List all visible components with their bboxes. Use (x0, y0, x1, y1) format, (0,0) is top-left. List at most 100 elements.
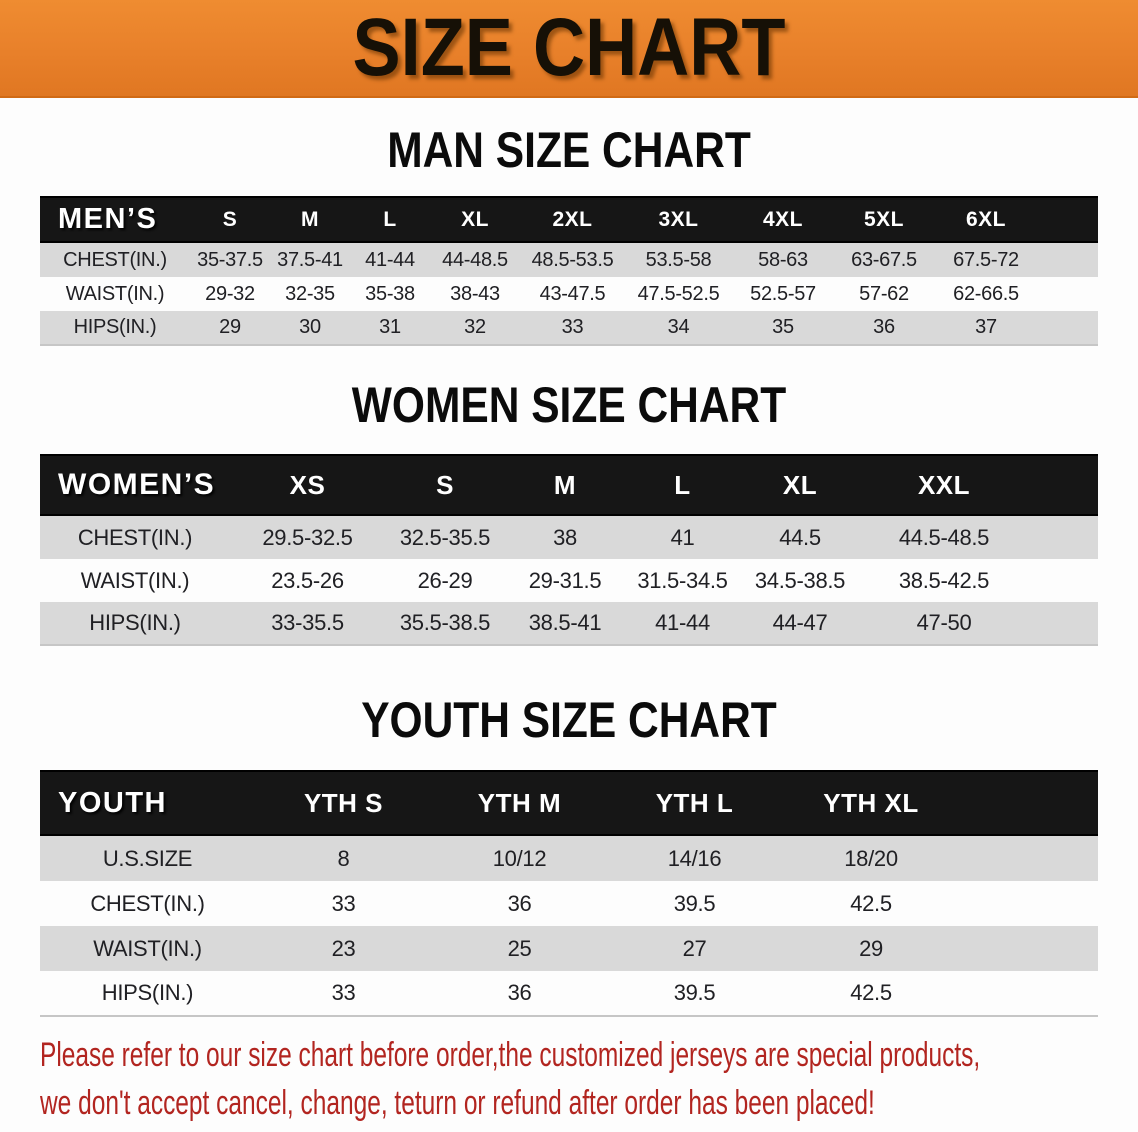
size-value: 36 (507, 980, 532, 1005)
spacer-cell (960, 926, 1098, 971)
youth-size-column-header: YTH L (655, 787, 734, 818)
size-value: 44.5-48.5 (898, 524, 990, 550)
size-value: 48.5-53.5 (531, 248, 614, 271)
women-table-row: CHEST(IN.) 29.5-32.5 32.5-35.5 38 41 44.5 44.5… (40, 516, 1098, 559)
youth-table-row: HIPS(IN.) 33 36 39.5 42.5 (40, 971, 1098, 1016)
spacer-cell (1038, 311, 1098, 345)
disclaimer-line-2: we don't accept cancel, change, teturn o… (40, 1084, 875, 1122)
size-value: 37.5-41 (277, 248, 343, 271)
youth-size-section: YOUTH SIZE CHART YOUTH YTH S YTH M YTH L YTH… (0, 694, 1138, 1017)
measurement-row-label: CHEST(IN.) (90, 890, 205, 916)
men-size-table: MEN’S S M L XL 2XL 3XL 4XL 5XL 6XL CHEST(IN.) 35-3… (40, 196, 1098, 346)
size-value: 38-43 (450, 282, 500, 305)
spacer-cell (1038, 277, 1098, 311)
youth-table-row: CHEST(IN.) 33 36 39.5 42.5 (40, 881, 1098, 926)
size-value: 27 (682, 935, 707, 961)
size-value: 38 (553, 524, 577, 550)
size-value: 52.5-57 (750, 282, 816, 305)
men-size-column-header: S (222, 207, 238, 231)
men-size-column-header: 5XL (863, 207, 904, 231)
size-value: 38.5-42.5 (898, 567, 990, 593)
spacer-cell (1038, 243, 1098, 277)
measurement-row-label: HIPS(IN.) (73, 316, 157, 338)
size-value: 47.5-52.5 (637, 282, 720, 305)
men-size-column-header: M (301, 207, 319, 231)
youth-table-row: WAIST(IN.) 23 25 27 29 (40, 926, 1098, 971)
size-value: 31.5-34.5 (637, 567, 728, 593)
disclaimer-line-1: Please refer to our size chart before or… (40, 1036, 981, 1074)
size-value: 57-62 (859, 282, 909, 305)
size-value: 34 (667, 316, 690, 338)
size-value: 42.5 (850, 980, 892, 1005)
men-size-column-header: 2XL (552, 207, 593, 231)
spacer-cell (1028, 602, 1098, 645)
size-value: 23 (331, 935, 356, 961)
size-value: 33 (561, 316, 584, 338)
youth-table-title: YOUTH (58, 786, 167, 819)
banner: SIZE CHART (0, 0, 1138, 98)
spacer-cell (1038, 196, 1098, 243)
size-value: 44-48.5 (442, 248, 508, 271)
size-value: 29-32 (205, 282, 255, 305)
size-value: 31 (379, 316, 401, 338)
spacer-cell (1028, 559, 1098, 602)
women-size-section: WOMEN SIZE CHART WOMEN’S XS S M L XL XXL CHEST… (0, 379, 1138, 646)
spacer-cell (960, 770, 1098, 836)
size-value: 10/12 (492, 845, 547, 871)
size-value: 29-31.5 (528, 567, 602, 593)
spacer-cell (1028, 516, 1098, 559)
men-table-row: HIPS(IN.) 29 30 31 32 33 34 35 36 37 (40, 311, 1098, 345)
size-value: 62-66.5 (953, 282, 1019, 305)
size-value: 26-29 (417, 567, 473, 593)
spacer-cell (960, 971, 1098, 1016)
size-value: 38.5-41 (528, 610, 602, 635)
men-size-column-header: L (383, 207, 397, 231)
youth-size-column-header: YTH XL (823, 787, 919, 818)
size-value: 67.5-72 (953, 248, 1019, 271)
women-size-column-header: S (436, 469, 454, 500)
women-size-column-header: XL (782, 469, 818, 500)
size-value: 43-47.5 (539, 282, 606, 305)
size-value: 36 (873, 316, 895, 338)
measurement-row-label: CHEST(IN.) (77, 524, 193, 550)
women-table-row: WAIST(IN.) 23.5-26 26-29 29-31.5 31.5-34.5 34… (40, 559, 1098, 602)
size-value: 63-67.5 (851, 248, 917, 271)
size-value: 42.5 (850, 890, 892, 916)
men-table-header-row: MEN’S S M L XL 2XL 3XL 4XL 5XL 6XL (40, 196, 1098, 243)
men-table-title: MEN’S (58, 203, 158, 235)
measurement-row-label: HIPS(IN.) (89, 610, 181, 635)
youth-table-row: U.S.SIZE 8 10/12 14/16 18/20 (40, 836, 1098, 881)
measurement-row-label: WAIST(IN.) (80, 567, 190, 593)
women-size-column-header: L (674, 469, 691, 500)
measurement-row-label: CHEST(IN.) (63, 248, 167, 271)
size-value: 35-38 (365, 282, 415, 305)
women-table-row: HIPS(IN.) 33-35.5 35.5-38.5 38.5-41 41-44 44-… (40, 602, 1098, 645)
women-size-column-header: XXL (917, 469, 971, 500)
size-value: 41 (670, 524, 695, 550)
size-value: 47-50 (916, 610, 972, 635)
size-value: 41-44 (365, 248, 415, 271)
spacer-cell (960, 881, 1098, 926)
size-value: 36 (507, 890, 532, 916)
women-table-title: WOMEN’S (58, 468, 216, 501)
size-value: 30 (299, 316, 321, 338)
men-table-row: CHEST(IN.) 35-37.5 37.5-41 41-44 44-48.5 48.5… (40, 243, 1098, 277)
men-section-heading: MAN SIZE CHART (387, 122, 751, 178)
size-value: 29 (859, 935, 883, 961)
size-value: 14/16 (667, 845, 722, 871)
size-value: 18/20 (844, 845, 898, 871)
size-value: 34.5-38.5 (754, 567, 846, 593)
women-size-column-header: XS (289, 469, 326, 500)
youth-size-column-header: YTH M (477, 787, 562, 818)
youth-section-heading: YOUTH SIZE CHART (361, 692, 777, 748)
size-value: 39.5 (673, 980, 716, 1005)
spacer-cell (960, 836, 1098, 881)
size-value: 35.5-38.5 (399, 610, 491, 635)
size-value: 29.5-32.5 (262, 524, 353, 550)
men-table-row: WAIST(IN.) 29-32 32-35 35-38 38-43 43-47.5 47.… (40, 277, 1098, 311)
size-value: 33 (331, 890, 356, 916)
women-table-header-row: WOMEN’S XS S M L XL XXL (40, 454, 1098, 516)
size-value: 39.5 (673, 890, 716, 916)
men-size-column-header: 4XL (762, 207, 803, 231)
